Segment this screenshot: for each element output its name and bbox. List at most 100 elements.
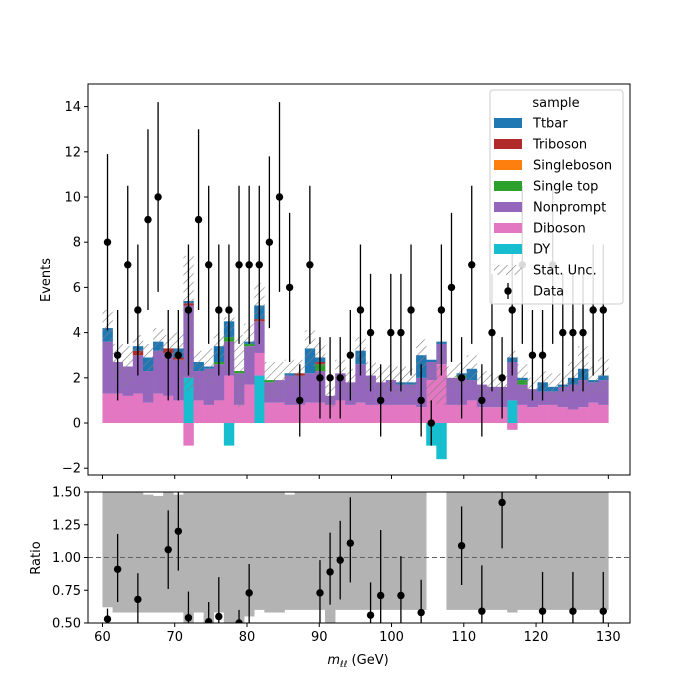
ratio-point-1 (113, 565, 122, 573)
legend-swatch-diboson (494, 223, 522, 233)
ratio-band-bin-40 (507, 492, 518, 613)
data-point-13 (235, 261, 243, 269)
data-point-35 (457, 374, 466, 382)
bar-diboson-6 (163, 395, 174, 424)
ratio-band-bin-3 (132, 492, 144, 613)
legend-label-data: Data (533, 285, 564, 300)
bar-ttbar-32 (426, 359, 437, 362)
stat-unc-49 (598, 357, 609, 394)
ratio-band-bin-0 (102, 492, 113, 608)
ratio-x-tick-label: 90 (311, 630, 328, 645)
bar-nonprompt-41 (517, 384, 528, 405)
bar-nonprompt-14 (244, 346, 255, 385)
legend-frame (489, 89, 624, 305)
stat-unc-13 (233, 334, 245, 408)
ratio-band-bin-16 (264, 492, 275, 613)
ratio-band-bin-12 (223, 492, 235, 623)
main-y-tick-label: 8 (73, 236, 81, 251)
ratio-point-14 (366, 611, 375, 619)
stat-unc-31 (416, 339, 427, 372)
bar-diboson-10 (203, 404, 215, 424)
ratio-band-bin-30 (405, 492, 417, 610)
bar-nonprompt-0 (102, 341, 113, 394)
ratio-point-20 (498, 498, 506, 507)
ratio-point-6 (204, 617, 213, 623)
data-point-3 (134, 306, 142, 314)
legend-swatch-ttbar (494, 118, 522, 128)
ratio-point-23 (599, 607, 607, 615)
bar-dy-40 (507, 400, 518, 424)
ratio-point-3 (164, 545, 172, 554)
ratio-y-axis-ticks: 0.50 0.75 1.00 1.25 1.50 (52, 486, 88, 632)
ratio-band-bin-5 (153, 495, 164, 613)
data-point-0 (103, 238, 112, 246)
ratio-point-21 (538, 607, 547, 615)
bar-diboson-25 (355, 402, 366, 424)
ratio-point-8 (235, 619, 243, 623)
bar-diboson-9 (193, 400, 204, 424)
ratio-band-bin-38 (486, 492, 498, 610)
ratio-band-bin-11 (213, 492, 225, 613)
ratio-point-19 (478, 607, 486, 615)
legend-swatch-singleboson (494, 160, 522, 170)
bar-dy-12 (223, 423, 235, 446)
bar-diboson-46 (567, 409, 579, 424)
data-point-19 (296, 396, 304, 405)
bar-diboson-47 (577, 407, 589, 424)
data-point-25 (356, 306, 365, 314)
x-axis-label: mℓℓ (GeV) (327, 653, 388, 670)
bar-dy-15 (254, 375, 265, 424)
bar-diboson-28 (385, 404, 397, 424)
bar-nonprompt-4 (142, 371, 154, 403)
legend-swatch-stat-unc- (494, 265, 522, 275)
ratio-y-tick-label: 0.75 (52, 584, 81, 599)
stat-unc-10 (203, 348, 215, 385)
data-point-33 (437, 306, 446, 314)
data-point-1 (113, 351, 122, 359)
main-x-ticks (101, 475, 609, 479)
ratio-band-bin-15 (254, 492, 265, 610)
data-point-2 (124, 261, 132, 269)
data-point-17 (275, 193, 284, 201)
bar-diboson-7 (173, 400, 184, 424)
data-point-47 (579, 328, 587, 337)
bar-diboson-44 (547, 404, 559, 424)
data-point-45 (559, 328, 567, 337)
data-point-7 (174, 351, 183, 359)
bar-diboson-45 (557, 407, 569, 424)
ratio-x-tick-label: 100 (379, 630, 404, 645)
ratio-band-bin-42 (527, 492, 538, 610)
ratio-band-bin-39 (497, 492, 508, 610)
ratio-band-bin-49 (598, 492, 609, 610)
legend: sample Ttbar Triboson Singleboson Single to… (489, 89, 624, 305)
bar-diboson-34 (446, 404, 457, 424)
ratio-x-tick-label: 130 (596, 630, 621, 645)
bar-nonprompt-11 (213, 364, 225, 401)
ratio-point-11 (326, 568, 334, 576)
bar-diboson-20 (304, 402, 316, 424)
stat-unc-34 (446, 366, 457, 390)
ratio-x-tick-label: 80 (239, 630, 256, 645)
main-y-tick-label: 4 (73, 326, 81, 341)
main-plot-panel: −2 0 2 4 6 8 10 12 14 Events sample Ttbar Triboso… (39, 83, 631, 479)
bar-nonprompt-47 (577, 380, 589, 408)
stat-unc-41 (517, 364, 528, 392)
ratio-plot-panel: 60 70 80 90 100 110 120 130 0.50 0.75 1.00 1.25 1.5… (29, 486, 631, 670)
data-point-22 (326, 374, 334, 382)
data-point-12 (225, 306, 233, 314)
ratio-x-tick-label: 70 (166, 630, 183, 645)
data-point-18 (285, 283, 294, 292)
ratio-y-tick-label: 1.25 (52, 518, 81, 533)
data-point-34 (447, 283, 456, 292)
ratio-band-bin-13 (233, 492, 245, 623)
main-y-tick-label: 14 (64, 100, 81, 115)
legend-swatch-dy (494, 244, 522, 254)
data-point-32 (427, 419, 435, 427)
stat-unc-9 (193, 350, 204, 374)
stat-unc-32 (426, 361, 437, 403)
bar-diboson-48 (588, 402, 599, 424)
ratio-band-bin-41 (517, 492, 528, 610)
main-y-tick-label: 2 (73, 371, 81, 386)
bar-diboson-18 (284, 404, 295, 424)
ratio-band-bin-9 (193, 492, 204, 613)
